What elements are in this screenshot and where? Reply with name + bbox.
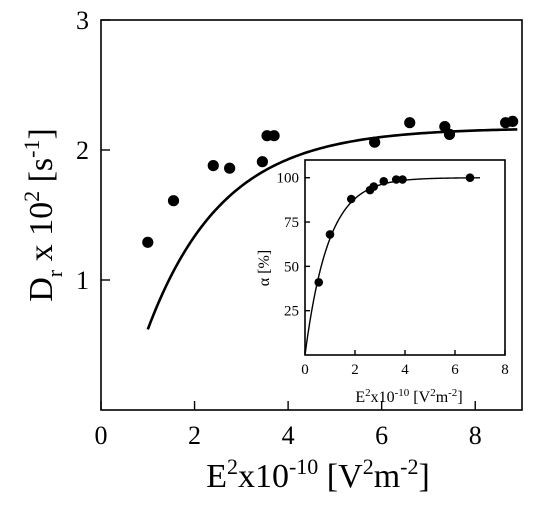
inset-data-points [314,173,475,287]
inset-y-tick-label: 75 [284,215,299,231]
main-x-axis-title: E2x10-10 [V2m-2] [206,454,430,495]
main-data-point [369,136,381,148]
y-title-unit-close: ] [23,128,60,139]
x-title-sup3: 2 [363,454,374,479]
main-plot-frame [100,19,523,411]
inset-axis-ticks: 0 2 4 6 8 25 50 75 100 [277,171,509,378]
inset-data-point [391,175,401,184]
inset-x-title-sup2: -10 [395,387,410,399]
inset-plot: 0 2 4 6 8 25 50 75 100 [277,159,509,378]
main-plot: 0 2 4 6 8 1 2 3 [76,6,523,450]
main-data-point [404,117,416,129]
x-title-unit-mid: m [374,458,400,495]
inset-data-point [379,176,389,186]
main-data-point [268,130,280,142]
x-title-sup4: -2 [400,454,418,479]
inset-fit-line [304,177,480,356]
inset-x-title-unit-open: [V [409,389,430,406]
inset-x-axis-title: E2x10-10 [V2m-2] [355,387,462,406]
x-title-base: E [206,458,227,495]
main-y-tick-label: 1 [76,266,89,295]
inset-data-point [369,182,379,191]
x-title-mid: x10 [238,458,289,495]
inset-data-point [398,175,407,184]
y-title-sup1: 2 [19,191,44,202]
inset-x-title-base: E [355,389,365,406]
y-title-sub: r [42,269,67,277]
inset-x-tick-label: 2 [351,362,359,378]
inset-x-title-unit-close: ] [457,389,462,406]
inset-data-point [325,230,335,239]
inset-plot-frame [304,159,506,356]
main-fit-line [146,128,518,330]
y-title-mid: x 10 [23,202,60,270]
inset-fit-curve [304,177,480,356]
x-title-sup1: 2 [227,454,238,479]
main-data-point [256,156,268,168]
inset-x-tick-label: 6 [451,362,459,378]
inset-data-point [346,194,356,204]
main-data-point [207,160,219,172]
inset-y-tick-label: 100 [277,171,300,187]
main-data-points [142,115,519,248]
inset-data-point [465,173,475,183]
inset-x-title-sup3: 2 [430,387,436,399]
inset-x-title-sup1: 2 [365,387,371,399]
inset-y-tick-label: 50 [284,259,299,275]
main-fit-curve [146,128,518,330]
inset-data-point [314,278,324,287]
inset-y-tick-label: 25 [284,304,299,320]
inset-x-tick-label: 4 [401,362,409,378]
main-y-axis-title: Dr x 102 [s-1] [19,128,67,302]
main-x-tick-label: 6 [375,421,388,450]
main-x-tick-label: 4 [282,421,295,450]
main-x-tick-label: 2 [188,421,201,450]
y-title-sup2: -1 [19,140,44,158]
main-data-point [142,236,154,248]
main-axis-ticks: 0 2 4 6 8 1 2 3 [76,6,482,450]
x-title-unit-open: [V [318,458,363,495]
inset-y-axis-title: α [%] [256,250,273,286]
main-data-point [507,115,519,127]
inset-x-title-unit-mid: m [436,389,449,406]
main-data-point [224,162,236,174]
inset-x-title-mid: x10 [371,389,395,406]
main-x-tick-label: 8 [469,421,482,450]
main-y-tick-label: 2 [76,136,89,165]
main-data-point [167,195,180,207]
main-x-tick-label: 0 [95,421,108,450]
main-y-tick-label: 3 [76,6,89,35]
y-title-base: D [23,277,60,302]
x-title-sup2: -10 [289,454,318,479]
x-title-unit-close: ] [418,458,429,495]
inset-x-tick-label: 8 [501,362,509,378]
main-data-point [443,128,456,140]
inset-x-title-sup4: -2 [448,387,457,399]
inset-x-tick-label: 0 [301,362,309,378]
y-title-unit-open: [s [23,158,60,191]
